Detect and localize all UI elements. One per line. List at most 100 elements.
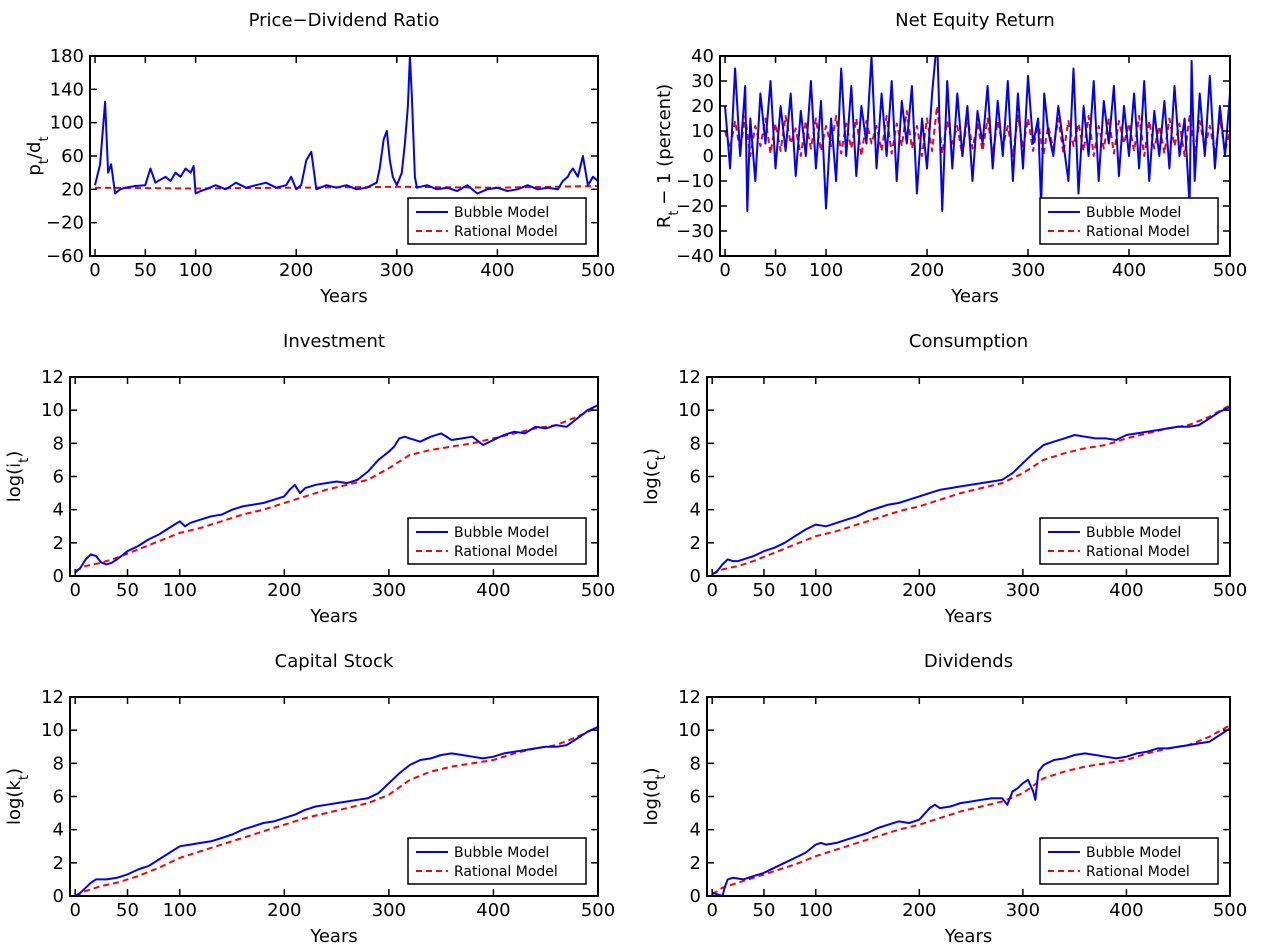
y-axis-label-part: ): [641, 448, 662, 455]
y-tick-label: 0: [53, 566, 64, 587]
x-tick-label: 400: [480, 260, 514, 281]
x-tick-label: 500: [1213, 900, 1247, 921]
y-axis-label-subscript: t: [37, 136, 52, 141]
x-tick-label: 100: [178, 260, 212, 281]
x-tick-label: 50: [753, 580, 776, 601]
x-tick-label: 400: [1109, 580, 1143, 601]
bubble-model-line: [711, 727, 1230, 896]
chart-title: Price−Dividend Ratio: [249, 10, 440, 31]
x-axis-label: Years: [944, 606, 993, 627]
legend-box: [1039, 837, 1219, 885]
legend-box: [1039, 517, 1219, 565]
y-axis-label-part: log(c: [641, 460, 662, 504]
legend-box: [407, 517, 587, 565]
y-tick-label: 10: [41, 720, 64, 741]
x-tick-label: 0: [89, 260, 100, 281]
y-axis-label-part: ): [4, 768, 25, 775]
x-tick-label: 0: [706, 580, 717, 601]
y-axis-label: log(ct): [641, 448, 669, 505]
y-tick-label: −60: [46, 246, 84, 267]
x-tick-label: 300: [380, 260, 414, 281]
y-axis-label-subscript: t: [17, 775, 32, 780]
x-tick-label: 500: [1213, 580, 1247, 601]
x-tick-label: 400: [476, 580, 510, 601]
x-tick-label: 300: [372, 900, 406, 921]
x-tick-label: 200: [279, 260, 313, 281]
chart-title: Investment: [283, 331, 385, 352]
x-tick-label: 200: [902, 580, 936, 601]
y-tick-label: 2: [690, 533, 701, 554]
y-tick-label: 10: [691, 121, 714, 142]
y-tick-label: 6: [690, 787, 701, 808]
x-axis-label: Years: [950, 286, 999, 307]
y-axis-label-part: − 1 (percent): [654, 84, 675, 211]
y-tick-label: −20: [676, 196, 714, 217]
x-tick-label: 50: [134, 260, 157, 281]
y-axis-label-part: ): [641, 767, 662, 774]
y-tick-label: 20: [61, 179, 84, 200]
legend-rational-label: Rational Model: [1086, 544, 1190, 560]
x-tick-label: 100: [163, 900, 197, 921]
bubble-model-line: [74, 404, 598, 574]
chart-panel-1: Price−Dividend Ratio 0 50 100 200 300 400 500 −6…: [24, 10, 615, 307]
legend-bubble-label: Bubble Model: [1086, 205, 1181, 221]
legend-box: [407, 837, 587, 885]
rational-model-line: [74, 405, 598, 572]
x-axis-label: Years: [319, 286, 368, 307]
chart-title: Consumption: [909, 331, 1028, 352]
x-tick-label: 500: [581, 580, 615, 601]
y-axis-label-part: /d: [24, 142, 45, 160]
y-tick-label: 0: [690, 566, 701, 587]
x-tick-label: 200: [267, 900, 301, 921]
x-tick-label: 0: [719, 260, 730, 281]
y-tick-label: 4: [53, 820, 64, 841]
y-tick-label: 0: [703, 146, 714, 167]
bubble-model-line: [711, 405, 1230, 576]
legend-rational-label: Rational Model: [454, 864, 558, 880]
y-tick-label: 10: [678, 400, 701, 421]
y-axis-label-part: log(d: [641, 780, 662, 826]
y-tick-label: 12: [41, 367, 64, 388]
y-tick-label: 40: [691, 46, 714, 67]
chart-panel-5: Capital Stock 0 50 100 200 300 400 500 0 2 4 6 8 10 12…: [4, 651, 615, 947]
y-tick-label: 20: [691, 96, 714, 117]
x-tick-label: 0: [706, 900, 717, 921]
y-tick-label: 4: [690, 820, 701, 841]
x-axis-label: Years: [309, 926, 358, 947]
x-axis-label: Years: [944, 926, 993, 947]
y-axis-label: log(it): [4, 451, 32, 503]
x-tick-label: 300: [1006, 900, 1040, 921]
bubble-model-line: [94, 56, 598, 195]
y-axis-label: Rt − 1 (percent): [654, 84, 682, 228]
y-tick-label: 10: [678, 720, 701, 741]
legend-bubble-label: Bubble Model: [454, 845, 549, 861]
y-tick-label: 10: [41, 400, 64, 421]
legend: Bubble Model Rational Model: [407, 837, 587, 885]
rational-model-line: [74, 725, 598, 896]
x-tick-label: 100: [809, 260, 843, 281]
x-tick-label: 100: [163, 580, 197, 601]
rational-model-line: [724, 105, 1230, 157]
legend-bubble-label: Bubble Model: [1086, 525, 1181, 541]
y-axis-label-subscript: t: [654, 455, 669, 460]
chart-title: Net Equity Return: [895, 10, 1055, 31]
y-tick-label: 12: [678, 367, 701, 388]
chart-title: Dividends: [924, 651, 1013, 672]
x-tick-label: 200: [910, 260, 944, 281]
rational-model-line: [711, 404, 1230, 576]
legend-box: [1039, 197, 1219, 245]
chart-panel-4: Consumption 0 50 100 200 300 400 500 0 2 4 6 8 10 12 Ye…: [641, 331, 1247, 627]
y-axis-label-part: p: [24, 164, 45, 175]
y-tick-label: 0: [690, 886, 701, 907]
x-tick-label: 300: [372, 580, 406, 601]
legend-rational-label: Rational Model: [1086, 864, 1190, 880]
rational-model-line: [711, 724, 1230, 896]
y-tick-label: 2: [690, 853, 701, 874]
legend-rational-label: Rational Model: [454, 544, 558, 560]
y-tick-label: 0: [53, 886, 64, 907]
legend: Bubble Model Rational Model: [1039, 517, 1219, 565]
legend-bubble-label: Bubble Model: [454, 205, 549, 221]
y-tick-label: 100: [50, 113, 84, 134]
